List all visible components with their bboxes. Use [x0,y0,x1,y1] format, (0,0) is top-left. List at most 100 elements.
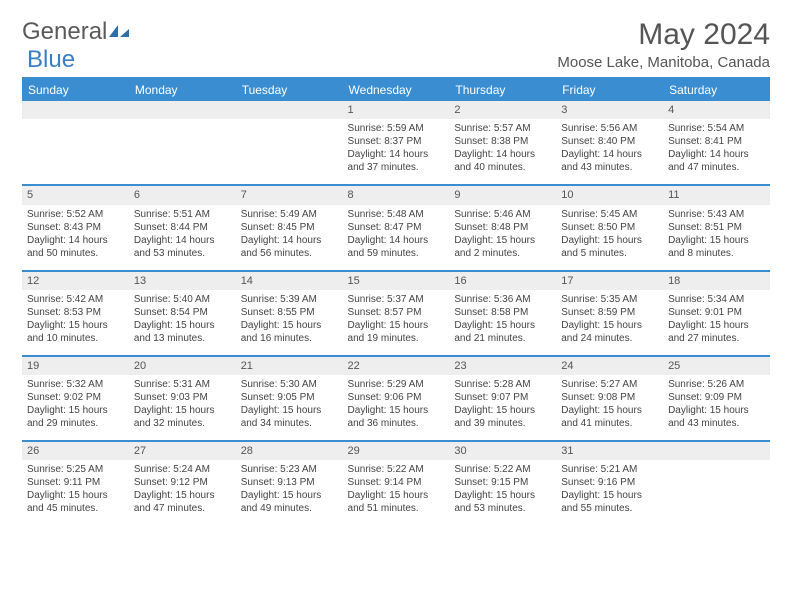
day-number-cell: 5 [22,185,129,204]
calendar-table: Sunday Monday Tuesday Wednesday Thursday… [22,77,770,526]
day-detail-cell: Sunrise: 5:35 AMSunset: 8:59 PMDaylight:… [556,290,663,356]
day-number-cell: 2 [449,101,556,119]
daylight-line: Daylight: 14 hours and 53 minutes. [134,234,231,260]
sunset-line: Sunset: 9:03 PM [134,391,231,404]
day-detail-cell [22,119,129,185]
sunset-line: Sunset: 8:43 PM [27,221,124,234]
sunrise-line: Sunrise: 5:48 AM [348,208,445,221]
day-number-cell [129,101,236,119]
daylight-line: Daylight: 15 hours and 34 minutes. [241,404,338,430]
sunset-line: Sunset: 9:06 PM [348,391,445,404]
day-number-cell: 12 [22,271,129,290]
sunrise-line: Sunrise: 5:42 AM [27,293,124,306]
daynum-row: 262728293031 [22,441,770,460]
daylight-line: Daylight: 15 hours and 49 minutes. [241,489,338,515]
daylight-line: Daylight: 15 hours and 2 minutes. [454,234,551,260]
sunset-line: Sunset: 8:47 PM [348,221,445,234]
header: General May 2024 Moose Lake, Manitoba, C… [22,18,770,71]
sunset-line: Sunset: 9:14 PM [348,476,445,489]
day-number-cell: 17 [556,271,663,290]
sunrise-line: Sunrise: 5:32 AM [27,378,124,391]
sunrise-line: Sunrise: 5:24 AM [134,463,231,476]
sunrise-line: Sunrise: 5:29 AM [348,378,445,391]
day-number-cell: 8 [343,185,450,204]
daylight-line: Daylight: 15 hours and 39 minutes. [454,404,551,430]
daylight-line: Daylight: 15 hours and 21 minutes. [454,319,551,345]
sunrise-line: Sunrise: 5:21 AM [561,463,658,476]
sunrise-line: Sunrise: 5:45 AM [561,208,658,221]
day-number-cell: 26 [22,441,129,460]
sunrise-line: Sunrise: 5:31 AM [134,378,231,391]
day-detail-cell: Sunrise: 5:59 AMSunset: 8:37 PMDaylight:… [343,119,450,185]
sunset-line: Sunset: 8:58 PM [454,306,551,319]
sunset-line: Sunset: 8:44 PM [134,221,231,234]
daylight-line: Daylight: 15 hours and 27 minutes. [668,319,765,345]
day-number-cell: 1 [343,101,450,119]
sunrise-line: Sunrise: 5:30 AM [241,378,338,391]
day-detail-cell: Sunrise: 5:45 AMSunset: 8:50 PMDaylight:… [556,205,663,271]
sunrise-line: Sunrise: 5:22 AM [348,463,445,476]
day-detail-cell [236,119,343,185]
sunrise-line: Sunrise: 5:40 AM [134,293,231,306]
day-number-cell: 27 [129,441,236,460]
daynum-row: 19202122232425 [22,356,770,375]
day-number-cell: 14 [236,271,343,290]
daylight-line: Daylight: 15 hours and 47 minutes. [134,489,231,515]
sunrise-line: Sunrise: 5:34 AM [668,293,765,306]
sunrise-line: Sunrise: 5:36 AM [454,293,551,306]
month-title: May 2024 [557,18,770,52]
detail-row: Sunrise: 5:52 AMSunset: 8:43 PMDaylight:… [22,205,770,271]
sunrise-line: Sunrise: 5:27 AM [561,378,658,391]
day-detail-cell: Sunrise: 5:34 AMSunset: 9:01 PMDaylight:… [663,290,770,356]
day-detail-cell: Sunrise: 5:32 AMSunset: 9:02 PMDaylight:… [22,375,129,441]
location: Moose Lake, Manitoba, Canada [557,54,770,71]
sunrise-line: Sunrise: 5:46 AM [454,208,551,221]
daylight-line: Daylight: 14 hours and 47 minutes. [668,148,765,174]
day-header-row: Sunday Monday Tuesday Wednesday Thursday… [22,78,770,101]
sunset-line: Sunset: 9:01 PM [668,306,765,319]
day-number-cell: 31 [556,441,663,460]
day-header: Friday [556,78,663,101]
day-detail-cell: Sunrise: 5:56 AMSunset: 8:40 PMDaylight:… [556,119,663,185]
daylight-line: Daylight: 15 hours and 53 minutes. [454,489,551,515]
sunset-line: Sunset: 8:41 PM [668,135,765,148]
day-detail-cell: Sunrise: 5:48 AMSunset: 8:47 PMDaylight:… [343,205,450,271]
daylight-line: Daylight: 14 hours and 56 minutes. [241,234,338,260]
sunrise-line: Sunrise: 5:54 AM [668,122,765,135]
daylight-line: Daylight: 14 hours and 50 minutes. [27,234,124,260]
sunset-line: Sunset: 8:54 PM [134,306,231,319]
daylight-line: Daylight: 15 hours and 51 minutes. [348,489,445,515]
day-detail-cell: Sunrise: 5:27 AMSunset: 9:08 PMDaylight:… [556,375,663,441]
sunset-line: Sunset: 9:05 PM [241,391,338,404]
day-number-cell: 9 [449,185,556,204]
sunset-line: Sunset: 8:45 PM [241,221,338,234]
day-number-cell: 13 [129,271,236,290]
day-number-cell: 15 [343,271,450,290]
day-number-cell: 30 [449,441,556,460]
daylight-line: Daylight: 15 hours and 5 minutes. [561,234,658,260]
sunrise-line: Sunrise: 5:39 AM [241,293,338,306]
sunrise-line: Sunrise: 5:43 AM [668,208,765,221]
daylight-line: Daylight: 15 hours and 32 minutes. [134,404,231,430]
daylight-line: Daylight: 15 hours and 16 minutes. [241,319,338,345]
sunset-line: Sunset: 8:51 PM [668,221,765,234]
day-detail-cell: Sunrise: 5:31 AMSunset: 9:03 PMDaylight:… [129,375,236,441]
day-number-cell: 10 [556,185,663,204]
daylight-line: Daylight: 15 hours and 24 minutes. [561,319,658,345]
day-detail-cell: Sunrise: 5:40 AMSunset: 8:54 PMDaylight:… [129,290,236,356]
day-detail-cell: Sunrise: 5:24 AMSunset: 9:12 PMDaylight:… [129,460,236,526]
day-detail-cell: Sunrise: 5:37 AMSunset: 8:57 PMDaylight:… [343,290,450,356]
day-number-cell: 29 [343,441,450,460]
day-detail-cell: Sunrise: 5:29 AMSunset: 9:06 PMDaylight:… [343,375,450,441]
day-number-cell: 21 [236,356,343,375]
day-detail-cell: Sunrise: 5:25 AMSunset: 9:11 PMDaylight:… [22,460,129,526]
sunset-line: Sunset: 9:07 PM [454,391,551,404]
day-detail-cell: Sunrise: 5:49 AMSunset: 8:45 PMDaylight:… [236,205,343,271]
detail-row: Sunrise: 5:42 AMSunset: 8:53 PMDaylight:… [22,290,770,356]
daylight-line: Daylight: 15 hours and 55 minutes. [561,489,658,515]
sunset-line: Sunset: 9:11 PM [27,476,124,489]
day-number-cell: 3 [556,101,663,119]
sunrise-line: Sunrise: 5:22 AM [454,463,551,476]
day-detail-cell: Sunrise: 5:46 AMSunset: 8:48 PMDaylight:… [449,205,556,271]
sunset-line: Sunset: 8:55 PM [241,306,338,319]
